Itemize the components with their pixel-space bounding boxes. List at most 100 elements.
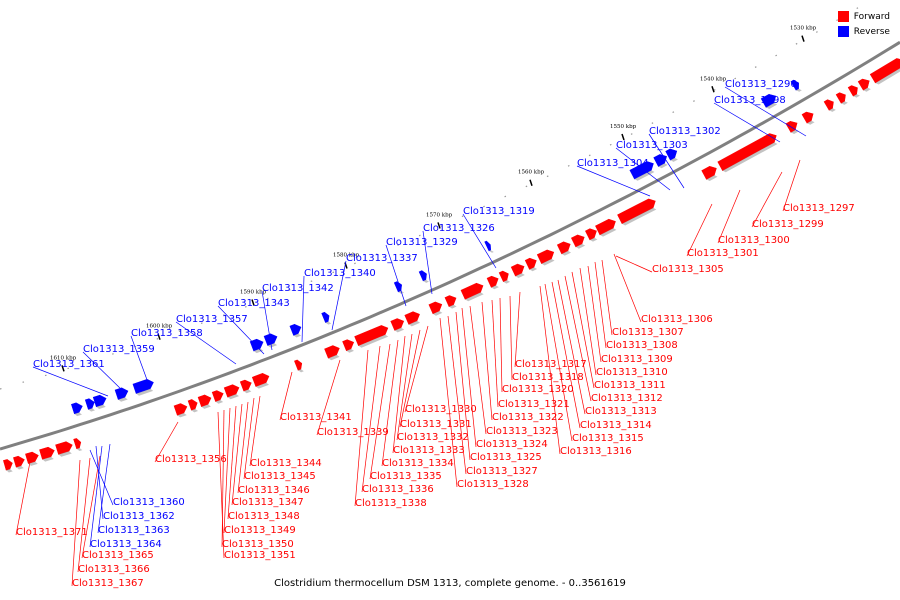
gene-arrow bbox=[835, 92, 846, 104]
gene-arrow bbox=[524, 257, 537, 270]
gene-arrow bbox=[25, 451, 39, 464]
gene-arrow bbox=[289, 324, 302, 336]
gene-arrow bbox=[73, 438, 82, 450]
leader-line bbox=[462, 213, 497, 269]
leader-line bbox=[481, 301, 493, 421]
gene-label: Clo1313_1300 bbox=[718, 235, 790, 246]
gene-shadow bbox=[529, 267, 538, 272]
gene-shadow bbox=[136, 388, 154, 396]
scale-label: 1580 kbp bbox=[333, 253, 360, 259]
leader-line bbox=[89, 449, 114, 506]
leader-line bbox=[71, 459, 81, 587]
forward-gene bbox=[460, 282, 484, 302]
leader-line bbox=[509, 295, 513, 381]
gene-label: Clo1313_1307 bbox=[612, 327, 684, 338]
legend-label-forward: Forward bbox=[853, 11, 890, 22]
gene-arrow bbox=[197, 394, 212, 408]
gene-arrow bbox=[790, 79, 799, 91]
gene-label: Clo1313_1320 bbox=[502, 384, 574, 395]
reverse-gene bbox=[629, 161, 655, 181]
gene-arrow bbox=[187, 399, 198, 411]
gene-shadow bbox=[488, 250, 494, 253]
reverse-gene bbox=[289, 324, 302, 338]
gene-arrow bbox=[536, 249, 555, 264]
gene-arrow bbox=[869, 58, 900, 84]
leader-line bbox=[461, 307, 477, 448]
scale-label: 1560 kbp bbox=[518, 170, 545, 176]
leader-line bbox=[594, 261, 607, 349]
gene-label: Clo1313_1350 bbox=[222, 539, 294, 550]
gene-shadow bbox=[58, 451, 72, 457]
gene-label: Clo1313_1371 bbox=[16, 527, 88, 538]
gene-shadow bbox=[806, 120, 815, 125]
leader-line bbox=[422, 230, 433, 295]
gene-label: Clo1313_1309 bbox=[601, 354, 673, 365]
gene-shadow bbox=[465, 292, 484, 302]
label-layer: Clo1313_1297 Clo1313_1299 Clo1313_1300 Clo1… bbox=[15, 79, 855, 589]
gene-shadow bbox=[790, 129, 799, 135]
gene-shadow bbox=[766, 102, 778, 109]
scale-label: 1570 kbp bbox=[426, 212, 453, 218]
genome-caption: Clostridium thermocellum DSM 1313, compl… bbox=[274, 578, 626, 589]
gene-label: Clo1313_1365 bbox=[82, 550, 154, 561]
leader-line bbox=[576, 165, 651, 197]
gene-arrow bbox=[321, 311, 330, 323]
scale-label: 1600 kbp bbox=[146, 324, 173, 330]
forward-gene bbox=[444, 295, 457, 309]
gene-label: Clo1313_1313 bbox=[585, 406, 657, 417]
leader-line bbox=[89, 445, 103, 548]
gene-arrow bbox=[223, 384, 240, 398]
forward-gene bbox=[55, 441, 73, 457]
leader-line bbox=[587, 265, 602, 363]
leader-line bbox=[369, 343, 391, 480]
gene-arrow bbox=[294, 359, 303, 371]
gene-label: Clo1313_1315 bbox=[572, 433, 644, 444]
forward-gene bbox=[390, 318, 405, 333]
gene-label: Clo1313_1346 bbox=[238, 485, 310, 496]
gene-label: Clo1313_1358 bbox=[131, 328, 203, 339]
forward-gene bbox=[3, 459, 13, 473]
leader-line bbox=[514, 291, 521, 368]
gene-label: Clo1313_1334 bbox=[382, 458, 454, 469]
forward-gene bbox=[197, 394, 212, 409]
leader-line bbox=[279, 371, 293, 421]
gene-label: Clo1313_1360 bbox=[113, 497, 185, 508]
gene-shadow bbox=[76, 447, 83, 452]
gene-arrow bbox=[444, 295, 457, 308]
legend: Forward Reverse bbox=[837, 9, 890, 39]
gene-shadow bbox=[449, 304, 457, 309]
forward-gene bbox=[823, 99, 836, 112]
leader-line bbox=[361, 345, 381, 493]
forward-gene bbox=[835, 92, 848, 105]
gene-label: Clo1313_1345 bbox=[244, 471, 316, 482]
gene-label: Clo1313_1364 bbox=[90, 539, 162, 550]
leader-line bbox=[249, 395, 261, 467]
gene-shadow bbox=[88, 408, 95, 412]
leader-line bbox=[237, 401, 249, 494]
gene-label: Clo1313_1321 bbox=[498, 399, 570, 410]
gene-label: Clo1313_1349 bbox=[224, 525, 296, 536]
leader-line bbox=[392, 335, 406, 454]
gene-arrow bbox=[510, 263, 525, 277]
gene-shadow bbox=[191, 408, 199, 413]
leader-line bbox=[557, 279, 586, 415]
gene-arrow bbox=[486, 275, 499, 288]
gene-shadow bbox=[599, 228, 617, 237]
forward-gene bbox=[239, 379, 252, 394]
leader-line bbox=[469, 305, 487, 435]
gene-arrow bbox=[71, 402, 83, 415]
leader-line bbox=[447, 315, 467, 475]
gene-shadow bbox=[394, 327, 405, 333]
forward-gene bbox=[223, 384, 240, 400]
gene-shadow bbox=[722, 142, 778, 173]
scale-label: 1590 kbp bbox=[240, 289, 267, 295]
reverse-gene bbox=[665, 148, 678, 162]
gene-shadow bbox=[298, 369, 304, 373]
gene-arrow bbox=[460, 282, 484, 300]
gene-label: Clo1313_1318 bbox=[512, 372, 584, 383]
leader-line bbox=[551, 281, 581, 429]
forward-gene bbox=[187, 399, 199, 413]
scale-layer: 1530 kbp 1540 kbp 1550 kbp 1560 kbp 1570 kbp… bbox=[0, 0, 872, 390]
scale-tick bbox=[61, 365, 65, 372]
reverse-gene bbox=[114, 387, 129, 402]
